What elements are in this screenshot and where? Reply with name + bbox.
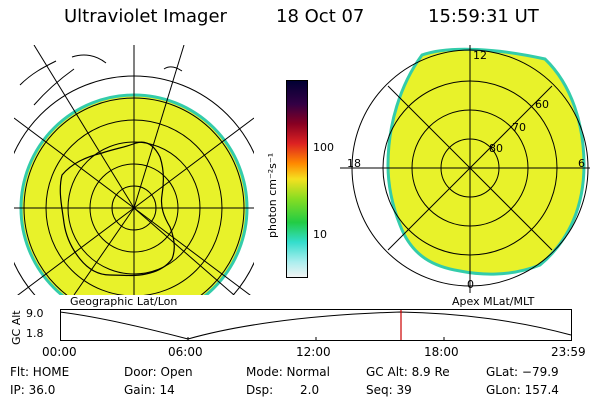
altitude-xtick-2359: 23:59 xyxy=(551,345,586,359)
time-label: 15:59:31 UT xyxy=(428,6,539,27)
colorbar-tick-10: 10 xyxy=(313,228,327,241)
magnetic-caption: Apex MLat/MLT xyxy=(452,295,535,308)
mlat-label-60: 60 xyxy=(535,98,549,111)
altitude-ylabel: GC Alt xyxy=(10,310,23,345)
mlt-label-0: 0 xyxy=(467,278,474,291)
status-gain: Gain: 14 xyxy=(124,383,175,397)
mlt-label-6: 6 xyxy=(578,157,585,170)
status-door: Door: Open xyxy=(124,365,193,379)
altitude-plot xyxy=(60,309,572,341)
colorbar xyxy=(286,80,308,278)
mlt-label-18: 18 xyxy=(347,157,361,170)
geographic-map xyxy=(14,45,254,295)
coastline-outer xyxy=(19,54,183,106)
status-dsp-value: 2.0 xyxy=(300,383,320,397)
mlat-label-70: 70 xyxy=(512,121,526,134)
mlt-label-12: 12 xyxy=(473,49,487,62)
magnetic-map xyxy=(340,45,590,293)
altitude-xtick-0000: 00:00 xyxy=(42,345,77,359)
altitude-xtick-1800: 18:00 xyxy=(424,345,459,359)
colorbar-tick-100: 100 xyxy=(313,141,334,154)
status-mode: Mode: Normal xyxy=(246,365,330,379)
instrument-title: Ultraviolet Imager xyxy=(64,6,227,27)
status-seq: Seq: 39 xyxy=(366,383,412,397)
altitude-curve xyxy=(60,311,572,340)
status-glon: GLon: 157.4 xyxy=(486,383,559,397)
altitude-ytick-9: 9.0 xyxy=(26,307,44,320)
status-dsp-label: Dsp: xyxy=(246,383,274,397)
mlat-label-80: 80 xyxy=(489,142,503,155)
aurora-image-mag xyxy=(386,47,586,276)
altitude-ytick-1.8: 1.8 xyxy=(26,327,44,340)
altitude-xtick-1200: 12:00 xyxy=(296,345,331,359)
status-glat: GLat: −79.9 xyxy=(486,365,559,379)
status-gc-alt: GC Alt: 8.9 Re xyxy=(366,365,450,379)
geographic-caption: Geographic Lat/Lon xyxy=(70,295,178,308)
status-flight: Flt: HOME xyxy=(10,365,70,379)
colorbar-unit-label: photon cm⁻²s⁻¹ xyxy=(266,152,279,238)
status-ip: IP: 36.0 xyxy=(10,383,56,397)
altitude-xtick-0600: 06:00 xyxy=(168,345,203,359)
antarctica-coastline xyxy=(59,141,175,277)
date-label: 18 Oct 07 xyxy=(276,6,365,27)
